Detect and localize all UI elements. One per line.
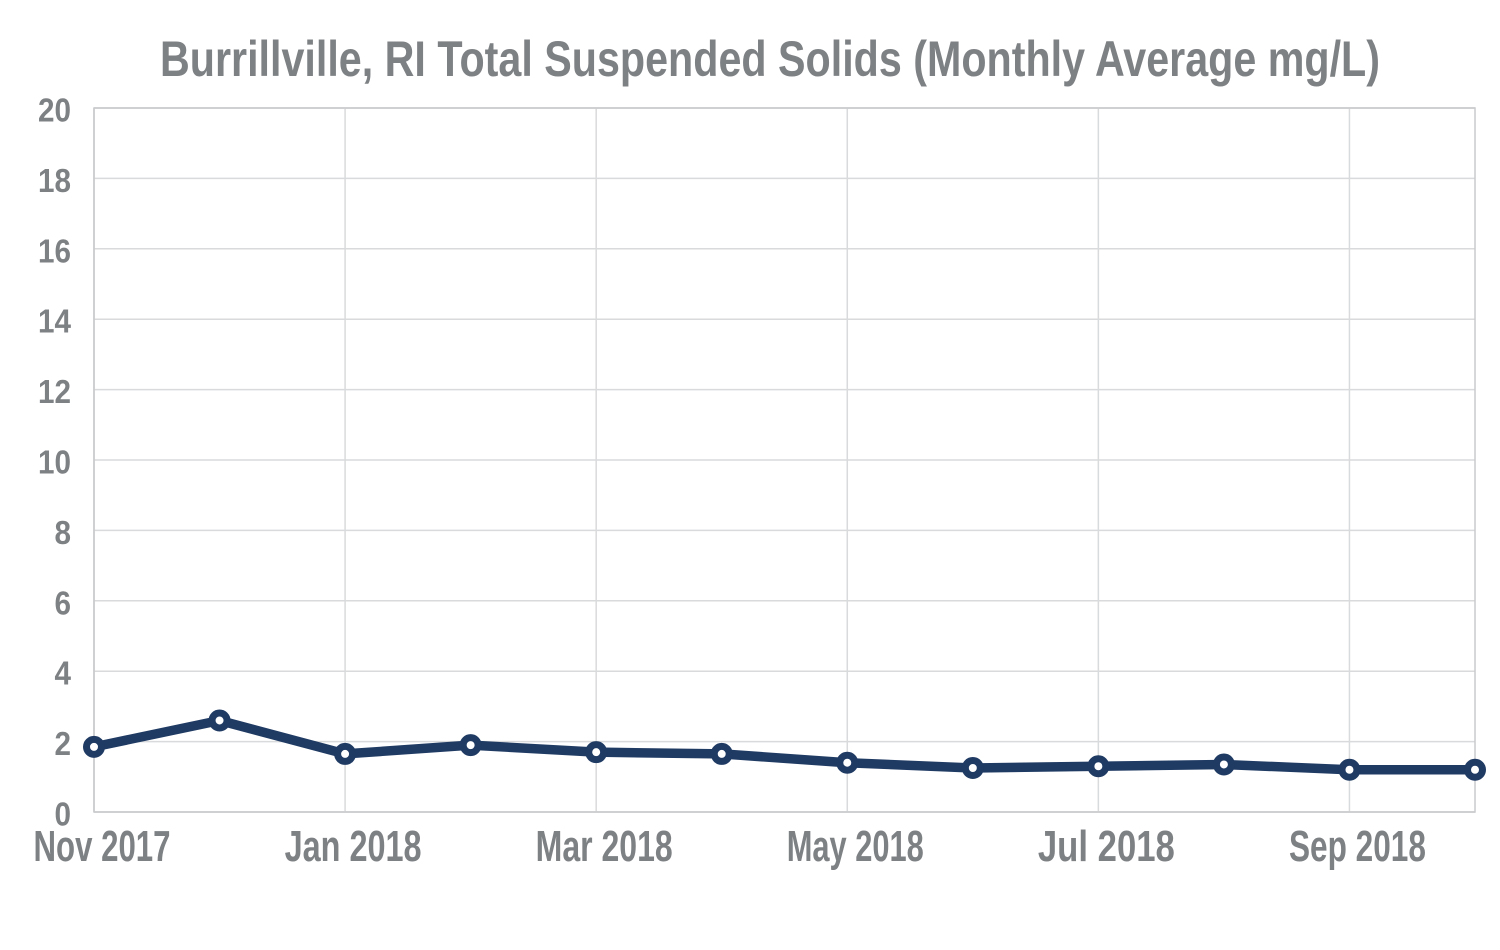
data-point-marker [1464, 758, 1486, 781]
data-point-marker [1087, 755, 1110, 778]
x-axis-tick-label: Mar 2018 [536, 822, 673, 871]
x-axis-tick-label: Nov 2017 [34, 822, 171, 871]
y-axis-tick-label: 10 [38, 444, 71, 481]
data-point-marker [334, 742, 357, 765]
y-axis-tick-label: 12 [38, 373, 71, 410]
x-axis-tick-label: Sep 2018 [1289, 822, 1426, 871]
data-point-marker [83, 735, 105, 758]
y-axis-tick-label: 0 [55, 796, 72, 833]
x-axis-tick-label: Jul 2018 [1038, 822, 1175, 871]
data-point-marker [961, 757, 984, 779]
x-axis-tick-label: May 2018 [787, 822, 924, 871]
data-point-marker [208, 709, 231, 732]
data-point-marker [1212, 753, 1235, 776]
data-point-marker [836, 751, 859, 774]
chart-title: Burrillville, RI Total Suspended Solids … [160, 31, 1380, 87]
data-point-marker [1338, 758, 1361, 781]
y-axis-tick-label: 8 [55, 514, 72, 551]
x-axis-tick-label: Jan 2018 [285, 822, 422, 871]
y-axis-tick-label: 14 [38, 303, 72, 340]
y-axis-tick-label: 18 [38, 162, 71, 199]
y-axis-tick-label: 16 [38, 232, 71, 269]
data-point-marker [585, 741, 608, 764]
data-point-marker [459, 734, 482, 757]
y-axis-tick-label: 2 [55, 725, 72, 762]
y-axis-tick-label: 6 [55, 584, 72, 621]
data-point-marker [710, 742, 733, 765]
y-axis-tick-label: 4 [55, 655, 72, 692]
y-axis-tick-label: 20 [38, 92, 71, 129]
data-line [89, 715, 1480, 775]
plot-border [93, 107, 1476, 813]
